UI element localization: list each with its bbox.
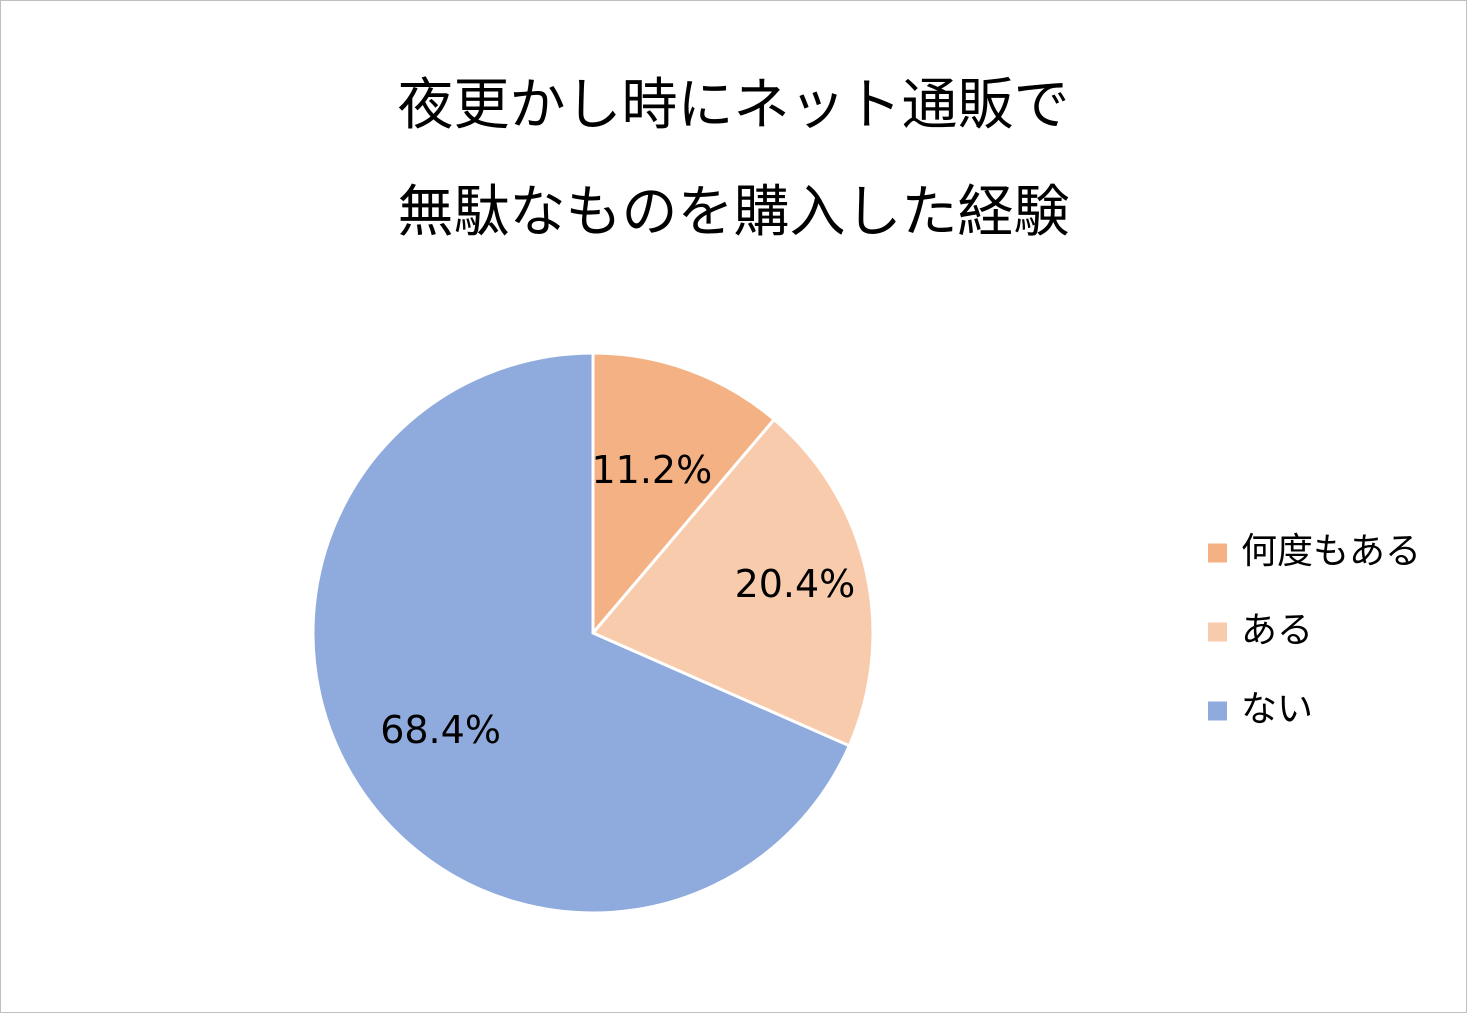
data-label-1: 20.4% — [735, 562, 856, 606]
chart-title-line-1: 夜更かし時にネット通販で — [397, 73, 1070, 138]
legend-swatch-0 — [1208, 543, 1227, 563]
pie-slice-2 — [311, 351, 852, 915]
legend-label-2: ない — [1241, 689, 1313, 730]
data-label-0: 11.2% — [592, 448, 713, 492]
legend-label-1: ある — [1241, 610, 1313, 651]
data-label-2: 68.4% — [380, 708, 501, 752]
legend-swatch-2 — [1208, 701, 1227, 721]
pie-slice-1 — [590, 417, 875, 748]
chart-title-line-2: 無駄なものを購入した経験 — [397, 180, 1070, 245]
legend-swatch-1 — [1208, 622, 1227, 642]
legend-label-0: 何度もある — [1241, 531, 1421, 572]
pie-slice-0 — [591, 351, 777, 638]
